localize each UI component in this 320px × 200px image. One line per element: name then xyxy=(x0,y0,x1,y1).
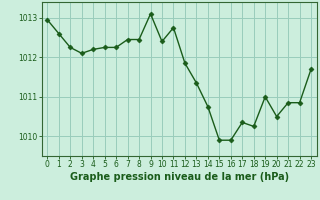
X-axis label: Graphe pression niveau de la mer (hPa): Graphe pression niveau de la mer (hPa) xyxy=(70,172,289,182)
